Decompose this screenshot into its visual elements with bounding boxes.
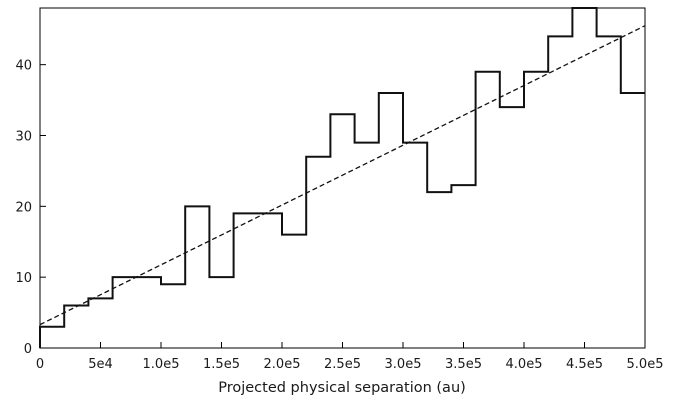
x-tick-label: 3.5e5	[445, 357, 482, 372]
x-tick-label: 4.5e5	[566, 357, 603, 372]
x-tick-label: 3.0e5	[385, 357, 422, 372]
plot-frame	[39, 7, 646, 349]
y-tick-label: 40	[15, 59, 32, 74]
linear-fit-dashed-line	[39, 25, 646, 326]
x-tick-label: 1.5e5	[203, 357, 240, 372]
x-tick-label: 1.0e5	[143, 357, 180, 372]
y-tick-label: 20	[15, 200, 32, 215]
y-tick-label: 30	[15, 130, 32, 145]
x-tick-label: 0	[36, 357, 44, 372]
x-axis-title: Projected physical separation (au)	[218, 380, 466, 396]
x-tick-label: 5e4	[88, 357, 113, 372]
x-tick-label: 2.5e5	[324, 357, 361, 372]
x-tick-label: 4.0e5	[506, 357, 543, 372]
y-axis-ticks: 0 10 20 30 40	[15, 59, 46, 357]
x-tick-label: 2.0e5	[264, 357, 301, 372]
x-axis-ticks: 0 5e4 1.0e5 1.5e5 2.0e5 2.5e5 3.0e5 3.5e5 4.0e5 4…	[36, 342, 664, 372]
histogram-step-line	[39, 7, 645, 348]
y-tick-label: 0	[24, 342, 32, 357]
y-tick-label: 10	[15, 271, 32, 286]
x-tick-label: 5.0e5	[627, 357, 664, 372]
